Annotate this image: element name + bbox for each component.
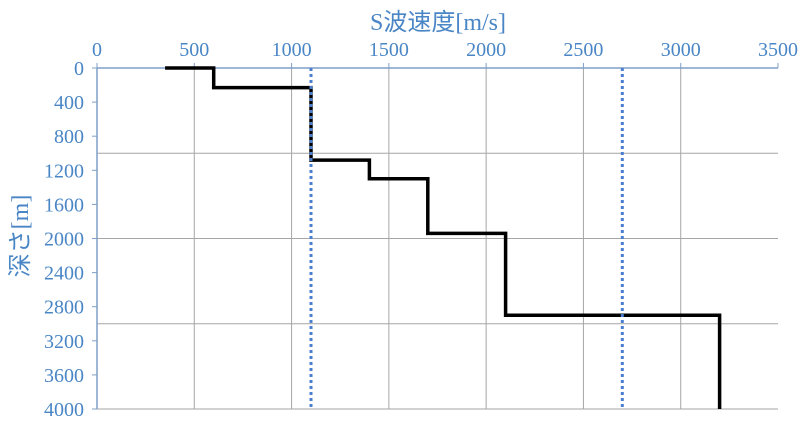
y-tick-label: 1600 (44, 194, 84, 216)
x-tick-label: 2500 (563, 39, 603, 61)
y-tick-label: 2000 (44, 229, 84, 251)
x-tick-labels: 0 500 1000 1500 2000 2500 3000 3500 (92, 39, 798, 61)
y-tick-label: 3200 (44, 331, 84, 353)
x-tick-label: 1000 (272, 39, 312, 61)
y-tick-label: 400 (54, 92, 84, 114)
y-tick-label: 0 (74, 58, 84, 80)
x-tick-label: 0 (92, 39, 102, 61)
series (165, 66, 722, 409)
y-tick-label: 1200 (44, 160, 84, 182)
y-axis-title: 深さ[m] (7, 195, 34, 278)
y-tick-labels: 0 400 800 1200 1600 2000 2400 2800 3200 3600 4000 (44, 58, 84, 421)
x-tick-label: 3000 (661, 39, 701, 61)
y-tick-label: 3600 (44, 365, 84, 387)
x-tick-label: 1500 (369, 39, 409, 61)
x-tick-label: 3500 (758, 39, 798, 61)
y-tick-label: 800 (54, 126, 84, 148)
axes (92, 63, 779, 410)
x-axis-title: S波速度[m/s] (370, 9, 506, 36)
y-tick-label: 2400 (44, 263, 84, 285)
y-tick-label: 4000 (44, 399, 84, 421)
x-tick-label: 500 (179, 39, 209, 61)
grid-lines (97, 68, 778, 409)
velocity-profile-line (165, 66, 722, 409)
x-tick-label: 2000 (466, 39, 506, 61)
y-tick-label: 2800 (44, 297, 84, 319)
